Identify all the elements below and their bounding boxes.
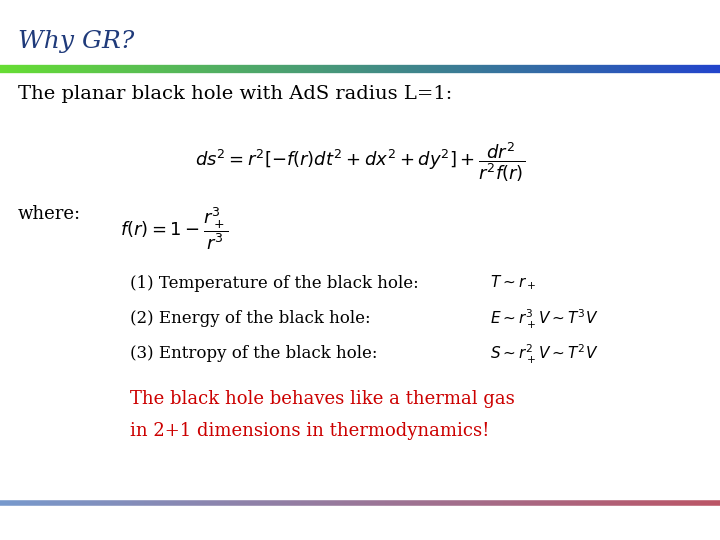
Text: The black hole behaves like a thermal gas: The black hole behaves like a thermal ga… <box>130 390 515 408</box>
Text: in 2+1 dimensions in thermodynamics!: in 2+1 dimensions in thermodynamics! <box>130 422 490 440</box>
Text: (2) Energy of the black hole:: (2) Energy of the black hole: <box>130 310 371 327</box>
Text: $T \sim r_+$: $T \sim r_+$ <box>490 273 536 292</box>
Text: (3) Entropy of the black hole:: (3) Entropy of the black hole: <box>130 345 377 362</box>
Text: $E \sim r_+^3 V \sim T^3 V$: $E \sim r_+^3 V \sim T^3 V$ <box>490 308 598 331</box>
Text: (1) Temperature of the black hole:: (1) Temperature of the black hole: <box>130 275 419 292</box>
Text: The planar black hole with AdS radius L=1:: The planar black hole with AdS radius L=… <box>18 85 452 103</box>
Text: where:: where: <box>18 205 81 223</box>
Text: $f(r) = 1 - \dfrac{r_+^3}{r^3}$: $f(r) = 1 - \dfrac{r_+^3}{r^3}$ <box>120 205 229 252</box>
Text: Why GR?: Why GR? <box>18 30 134 53</box>
Text: $S \sim r_+^2 V \sim T^2 V$: $S \sim r_+^2 V \sim T^2 V$ <box>490 343 598 366</box>
Text: $ds^2 = r^2[-f(r)dt^2 + dx^2 + dy^2] + \dfrac{dr^2}{r^2 f(r)}$: $ds^2 = r^2[-f(r)dt^2 + dx^2 + dy^2] + \… <box>195 140 525 184</box>
